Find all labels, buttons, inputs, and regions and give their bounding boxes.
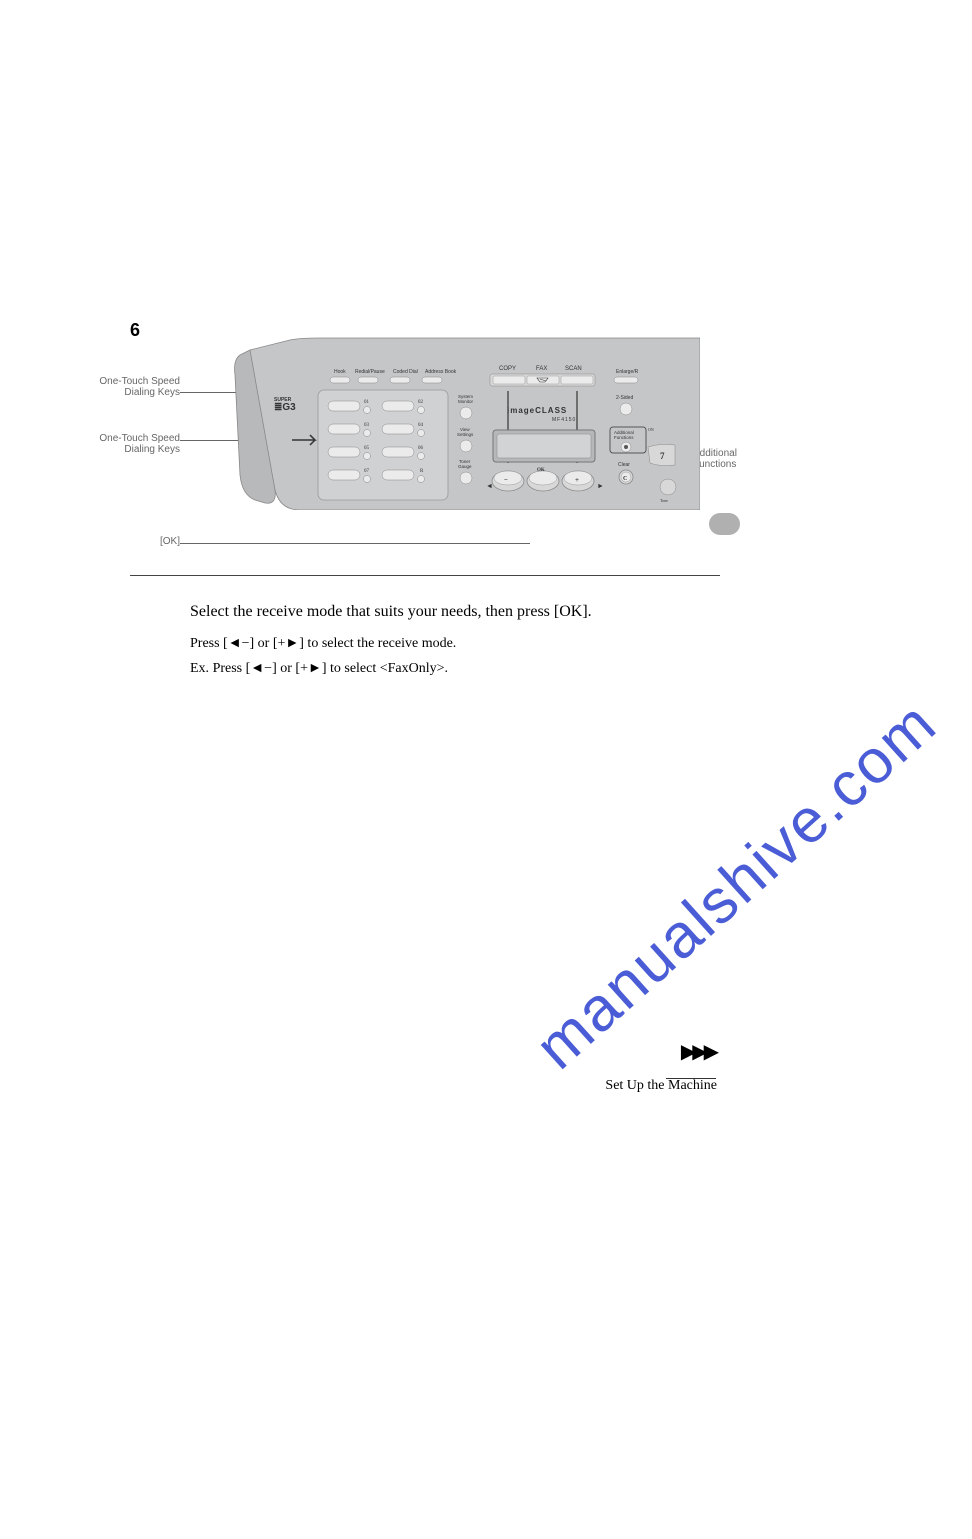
plus-right-arrow-icon: +►	[278, 633, 300, 655]
svg-text:7: 7	[660, 451, 665, 461]
svg-text:C: C	[623, 476, 627, 482]
page-footer-label: Set Up the Machine	[605, 1078, 717, 1094]
enlarge-label: Enlarge/R	[616, 369, 639, 375]
svg-text:Tone: Tone	[660, 498, 668, 503]
svg-text:01: 01	[364, 400, 370, 405]
redial-label: Redial/Pause	[355, 369, 385, 375]
g3-logo: ≣G3	[274, 402, 296, 413]
step-body: Select the receive mode that suits your …	[190, 600, 715, 682]
continue-arrows-icon: ▶▶▶	[681, 1039, 715, 1064]
clear-label: Clear	[618, 462, 630, 468]
address-label: Address Book	[425, 369, 457, 375]
svg-text:−: −	[504, 476, 508, 484]
svg-text:Gauge: Gauge	[458, 464, 472, 469]
twosided-label: 2-Sided	[616, 395, 633, 401]
brand-label: imageCLASS	[507, 406, 567, 415]
svg-text:03: 03	[364, 423, 370, 428]
svg-text:ON: ON	[648, 427, 654, 432]
copy-label: COPY	[499, 366, 516, 372]
hook-label: Hook	[334, 369, 346, 375]
section-divider	[130, 575, 720, 576]
device-panel-illustration: SUPER ≣G3 Hook Redial/Pause Coded Dial A…	[230, 335, 700, 510]
model-label: MF4150	[552, 417, 576, 423]
svg-text:05: 05	[364, 446, 370, 451]
svg-text:Functions: Functions	[614, 435, 634, 440]
watermark: manualshive.com	[522, 688, 950, 1084]
scan-label: SCAN	[565, 366, 582, 372]
step-note-2: Ex. Press [◄−] or [+►] to select <FaxOnl…	[190, 658, 715, 680]
callout-ok: [OK]	[90, 536, 180, 547]
svg-text:►: ►	[597, 482, 604, 490]
step-description: Select the receive mode that suits your …	[190, 600, 715, 625]
svg-text:07: 07	[364, 469, 370, 474]
svg-text:+: +	[575, 476, 579, 484]
svg-text:Settings: Settings	[457, 432, 474, 437]
plus-right-arrow-icon: +►	[300, 658, 322, 680]
callout-onetouch-1: One-Touch Speed Dialing Keys	[90, 376, 180, 398]
step-note-1: Press [◄−] or [+►] to select the receive…	[190, 633, 715, 655]
coded-label: Coded Dial	[393, 369, 418, 375]
svg-text:◄: ◄	[486, 482, 493, 490]
callout-onetouch-2: One-Touch Speed Dialing Keys	[90, 433, 180, 455]
svg-text:06: 06	[418, 446, 424, 451]
left-arrow-minus-icon: ◄−	[250, 658, 272, 680]
svg-text:Monitor: Monitor	[458, 399, 474, 404]
step-number: 6	[130, 320, 140, 341]
svg-text:02: 02	[418, 400, 424, 405]
left-arrow-minus-icon: ◄−	[228, 633, 250, 655]
callout-additional: Additional Functions	[693, 448, 783, 470]
svg-text:OK: OK	[537, 468, 545, 473]
callout-line	[180, 543, 530, 544]
fax-label: FAX	[536, 366, 547, 372]
svg-text:04: 04	[418, 423, 424, 428]
page-side-tab	[709, 513, 740, 535]
